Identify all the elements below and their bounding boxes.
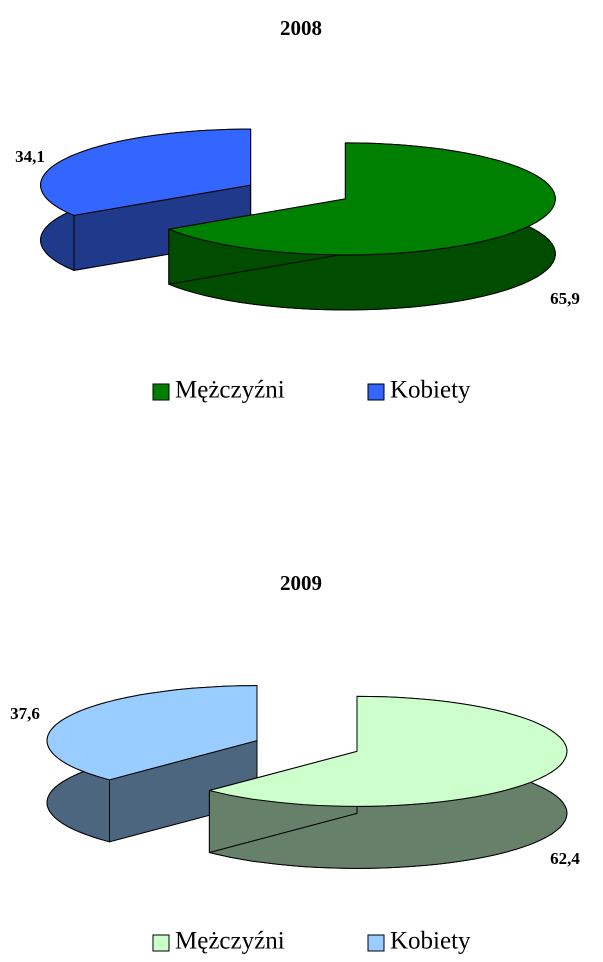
chart-title: 2009 [280,571,322,595]
data-label: 62,4 [550,849,580,868]
chart-title: 2008 [280,16,322,40]
slice [46,685,258,781]
legend-swatch [152,383,170,401]
data-label: 65,9 [550,289,580,308]
legend-swatch [152,934,170,952]
legend-swatch [367,383,385,401]
legend-swatch [367,934,385,952]
legend-label: Kobiety [390,928,471,955]
slice [208,695,568,807]
slice [168,142,556,256]
legend-label: Kobiety [390,377,471,404]
legend-label: Mężczyźni [175,377,285,404]
slice [40,128,252,216]
data-label: 34,1 [15,147,45,166]
legend-label: Mężczyźni [175,928,285,955]
data-label: 37,6 [10,704,40,723]
